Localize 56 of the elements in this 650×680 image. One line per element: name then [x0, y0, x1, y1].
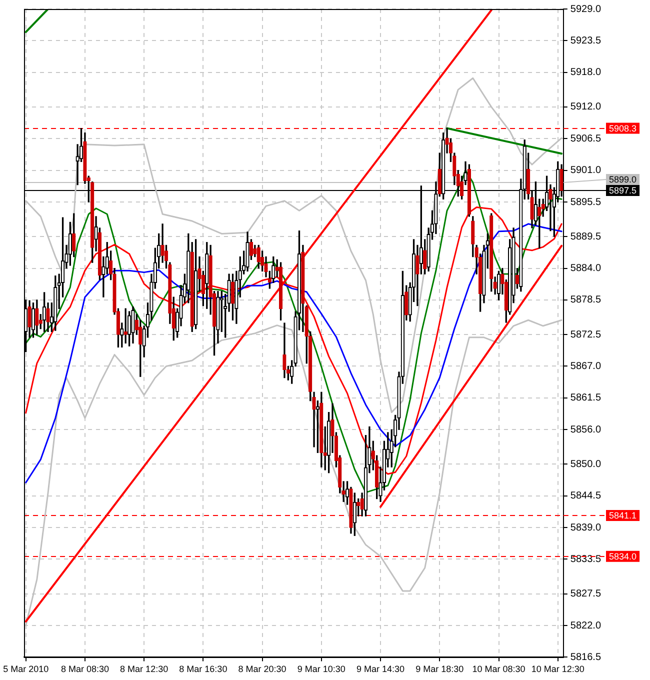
x-tick-label: 5 Mar 2010 — [3, 664, 49, 674]
candlestick — [496, 270, 501, 300]
ref-line-label: 5899.0 — [609, 174, 637, 184]
y-tick-label: 5918.0 — [570, 67, 602, 78]
x-tick-label: 9 Mar 10:30 — [297, 664, 346, 674]
y-tick-label: 5850.0 — [570, 458, 602, 470]
y-tick-label: 5878.5 — [570, 294, 602, 306]
candlestick — [124, 308, 128, 344]
y-tick-label: 5872.5 — [570, 329, 602, 340]
x-tick-label: 10 Mar 12:30 — [531, 664, 584, 674]
candlestick — [282, 322, 286, 378]
candlestick — [256, 244, 260, 269]
x-tick-label: 9 Mar 18:30 — [416, 664, 464, 674]
x-tick-label: 10 Mar 08:30 — [472, 664, 526, 674]
y-tick-label: 5844.5 — [570, 490, 602, 502]
y-tick-label: 5901.0 — [570, 165, 602, 176]
y-tick-label: 5833.5 — [570, 554, 602, 565]
y-tick-label: 5889.5 — [570, 231, 602, 242]
candlestick — [194, 239, 198, 330]
candlestick — [490, 213, 494, 292]
y-tick-label: 5827.5 — [570, 588, 602, 600]
y-tick-label: 5839.0 — [570, 522, 602, 534]
y-tick-label: 5895.5 — [570, 196, 602, 208]
x-tick-label: 8 Mar 20:30 — [238, 664, 286, 674]
candlestick — [31, 302, 36, 338]
candlestick — [230, 274, 235, 320]
ref-line-label: 5834.0 — [609, 551, 637, 562]
candlestick — [35, 300, 39, 335]
y-tick-label: 5884.0 — [570, 263, 602, 274]
candlestick — [42, 292, 46, 332]
x-tick-label: 9 Mar 14:30 — [356, 664, 405, 674]
ref-line-label: 5841.1 — [609, 510, 637, 520]
candlestick — [316, 400, 320, 453]
y-tick-label: 5822.0 — [570, 620, 602, 632]
ref-line-label: 5908.3 — [609, 123, 637, 134]
y-tick-label: 5929.0 — [570, 4, 602, 15]
ref-line-label: 5897.5 — [609, 185, 637, 196]
y-tick-label: 5816.5 — [570, 652, 602, 663]
candlestick — [345, 481, 350, 505]
y-tick-label: 5906.5 — [570, 133, 602, 144]
candlestick — [72, 213, 76, 258]
x-tick-label: 8 Mar 12:30 — [120, 664, 168, 674]
candlestick — [278, 262, 283, 320]
candlestick — [352, 492, 356, 536]
y-tick-label: 5923.5 — [570, 35, 602, 46]
x-tick-label: 8 Mar 08:30 — [60, 664, 109, 674]
y-tick-label: 5861.5 — [570, 392, 602, 404]
candlestick — [54, 275, 58, 331]
candlestick — [131, 306, 135, 344]
candlestick — [320, 392, 324, 468]
y-tick-label: 5912.0 — [570, 102, 602, 113]
y-tick-label: 5856.0 — [570, 424, 602, 436]
candlestick — [471, 216, 475, 258]
y-tick-label: 5867.0 — [570, 360, 602, 372]
candlestick — [246, 232, 250, 272]
x-tick-label: 8 Mar 16:30 — [179, 664, 228, 674]
